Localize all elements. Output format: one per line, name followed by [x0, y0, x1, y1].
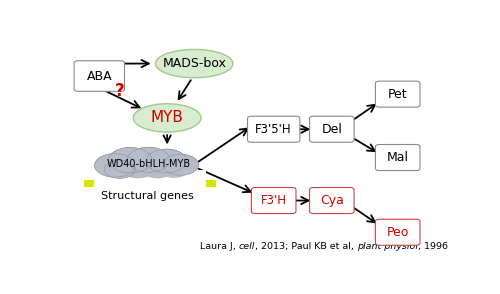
- Ellipse shape: [133, 104, 201, 132]
- Circle shape: [104, 160, 136, 178]
- Circle shape: [158, 160, 190, 178]
- Text: F3'5'H: F3'5'H: [256, 123, 292, 136]
- Circle shape: [121, 158, 155, 178]
- Text: cell: cell: [239, 243, 255, 251]
- Ellipse shape: [156, 49, 233, 78]
- Text: Peo: Peo: [386, 226, 409, 239]
- Circle shape: [104, 160, 136, 178]
- Circle shape: [140, 158, 174, 178]
- Text: MADS-box: MADS-box: [162, 57, 226, 70]
- Bar: [94, 170, 206, 187]
- FancyBboxPatch shape: [248, 116, 300, 142]
- Circle shape: [127, 147, 170, 172]
- Circle shape: [163, 154, 198, 175]
- Text: Structural genes: Structural genes: [102, 191, 194, 201]
- FancyBboxPatch shape: [376, 81, 420, 107]
- Text: F3'H: F3'H: [260, 194, 286, 207]
- Text: , 2013; Paul KB et al,: , 2013; Paul KB et al,: [255, 243, 357, 251]
- Text: Del: Del: [322, 123, 342, 136]
- FancyBboxPatch shape: [310, 188, 354, 213]
- Bar: [102, 180, 198, 187]
- Circle shape: [163, 154, 198, 175]
- Circle shape: [94, 154, 135, 177]
- Circle shape: [121, 158, 155, 178]
- FancyBboxPatch shape: [252, 188, 296, 213]
- Circle shape: [146, 149, 186, 173]
- Circle shape: [108, 148, 152, 173]
- Text: plant physiol: plant physiol: [357, 243, 418, 251]
- FancyBboxPatch shape: [376, 145, 420, 171]
- Text: WD40-bHLH-MYB: WD40-bHLH-MYB: [106, 159, 190, 169]
- Circle shape: [140, 158, 174, 178]
- Text: Mal: Mal: [386, 151, 408, 164]
- Text: ?: ?: [115, 82, 124, 100]
- Circle shape: [158, 160, 190, 178]
- Text: ABA: ABA: [86, 69, 112, 83]
- Text: Cya: Cya: [320, 194, 344, 207]
- FancyBboxPatch shape: [310, 116, 354, 142]
- Text: , 1996: , 1996: [418, 243, 448, 251]
- Circle shape: [94, 154, 135, 177]
- Text: MYB: MYB: [150, 111, 184, 126]
- Bar: [198, 180, 216, 187]
- Text: Pet: Pet: [388, 88, 407, 101]
- FancyBboxPatch shape: [376, 219, 420, 245]
- Text: Laura J,: Laura J,: [200, 243, 239, 251]
- Circle shape: [146, 149, 186, 173]
- FancyBboxPatch shape: [74, 61, 124, 91]
- Circle shape: [108, 148, 152, 173]
- Circle shape: [127, 147, 170, 172]
- Bar: [84, 180, 102, 187]
